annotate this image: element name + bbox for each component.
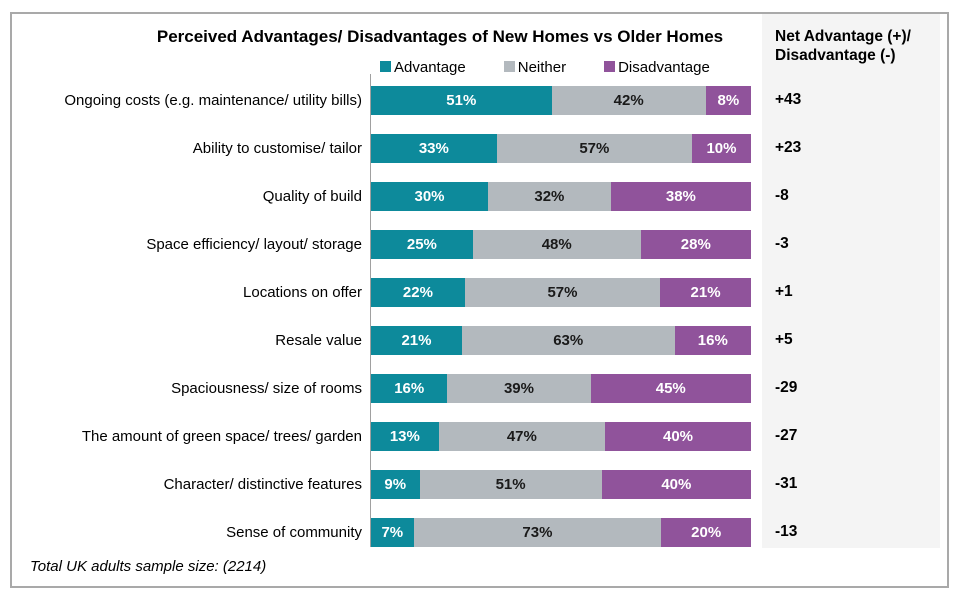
net-value: -8 [775,187,789,204]
table-row: Ongoing costs (e.g. maintenance/ utility… [12,76,947,124]
net-value: +5 [775,331,793,348]
stacked-bar: 22% 57% 21% [371,277,751,307]
table-row: Spaciousness/ size of rooms 16% 39% 45% -29 [12,364,947,412]
bar-segment-advantage: 51% [371,85,552,115]
bar-segment-advantage: 9% [371,469,420,499]
legend-label: Disadvantage [618,59,710,76]
bar-segment-advantage: 21% [371,325,462,355]
bar-segment-neither: 57% [464,277,661,307]
bar-segment-disadvantage: 28% [640,229,752,259]
net-panel-header-line1: Net Advantage (+)/ [775,28,911,45]
table-row: Quality of build 30% 32% 38% -8 [12,172,947,220]
bar-segment-neither: 51% [419,469,602,499]
net-panel-header: Net Advantage (+)/ Disadvantage (-) [762,14,940,65]
bar-segment-advantage: 25% [371,229,473,259]
net-value: -27 [775,427,798,444]
legend-item-neither: Neither [503,59,567,76]
bar-segment-neither: 57% [496,133,692,163]
stacked-bar: 7% 73% 20% [371,517,751,547]
chart-frame: Net Advantage (+)/ Disadvantage (-) Perc… [10,12,949,588]
legend-item-disadvantage: Disadvantage [604,59,710,76]
net-value: -29 [775,379,798,396]
legend-swatch-icon [380,61,391,72]
bar-segment-disadvantage: 10% [691,133,751,163]
stacked-bar: 16% 39% 45% [371,373,751,403]
category-label: Quality of build [262,187,362,205]
table-row: Locations on offer 22% 57% 21% +1 [12,268,947,316]
category-label: The amount of green space/ trees/ garden [81,427,362,445]
bar-segment-advantage: 30% [371,181,488,211]
category-label: Spaciousness/ size of rooms [171,379,362,397]
net-panel-header-line2: Disadvantage (-) [775,47,896,64]
net-value: +1 [775,283,793,300]
bar-segment-neither: 63% [461,325,675,355]
bar-segment-neither: 32% [488,181,611,211]
page-title: Perceived Advantages/ Disadvantages of N… [156,27,724,46]
bar-segment-neither: 73% [413,517,662,547]
net-value: -3 [775,235,789,252]
legend-swatch-icon [503,61,515,72]
bar-segment-disadvantage: 40% [605,421,751,451]
bar-segment-disadvantage: 45% [590,373,751,403]
table-row: Ability to customise/ tailor 33% 57% 10% +23 [12,124,947,172]
y-axis-line [370,74,371,547]
table-row: Character/ distinctive features 9% 51% 40% -… [12,460,947,508]
bar-segment-advantage: 33% [371,133,497,163]
bar-segment-disadvantage: 21% [660,277,751,307]
chart-rows: Ongoing costs (e.g. maintenance/ utility… [12,76,947,556]
category-label: Character/ distinctive features [163,475,362,493]
net-value: -13 [775,523,798,540]
legend-swatch-icon [604,61,616,72]
net-value: -31 [775,475,798,492]
bar-segment-neither: 47% [438,421,605,451]
legend-label: Advantage [394,59,466,76]
net-value: +43 [775,91,802,108]
bar-segment-disadvantage: 20% [661,517,751,547]
stacked-bar: 25% 48% 28% [371,229,752,259]
category-label: Resale value [275,331,362,349]
stacked-bar: 30% 32% 38% [371,181,751,211]
category-label: Sense of community [226,523,362,541]
stacked-bar: 21% 63% 16% [371,325,751,355]
bar-segment-disadvantage: 16% [674,325,751,355]
category-label: Locations on offer [243,283,362,301]
legend: Advantage Neither Disadvantage [380,59,710,76]
bar-segment-disadvantage: 40% [601,469,751,499]
table-row: Sense of community 7% 73% 20% -13 [12,508,947,556]
footnote: Total UK adults sample size: (2214) [30,558,267,575]
category-label: Ability to customise/ tailor [192,139,362,157]
bar-segment-advantage: 7% [371,517,414,547]
table-row: Resale value 21% 63% 16% +5 [12,316,947,364]
table-row: Space efficiency/ layout/ storage 25% 48% 2… [12,220,947,268]
category-label: Ongoing costs (e.g. maintenance/ utility… [64,91,362,109]
category-label: Space efficiency/ layout/ storage [146,235,362,253]
bar-segment-neither: 39% [447,373,591,403]
bar-segment-disadvantage: 8% [705,85,751,115]
bar-segment-disadvantage: 38% [610,181,751,211]
stacked-bar: 13% 47% 40% [371,421,751,451]
stacked-bar: 33% 57% 10% [371,133,751,163]
stacked-bar: 51% 42% 8% [371,85,751,115]
net-panel: Net Advantage (+)/ Disadvantage (-) [762,14,940,548]
bar-segment-advantage: 22% [371,277,465,307]
legend-item-advantage: Advantage [380,59,466,76]
legend-label: Neither [517,59,567,76]
stacked-bar: 9% 51% 40% [371,469,751,499]
table-row: The amount of green space/ trees/ garden… [12,412,947,460]
bar-segment-neither: 42% [551,85,706,115]
bar-segment-neither: 48% [472,229,641,259]
bar-segment-advantage: 13% [371,421,439,451]
net-value: +23 [775,139,802,156]
bar-segment-advantage: 16% [371,373,448,403]
